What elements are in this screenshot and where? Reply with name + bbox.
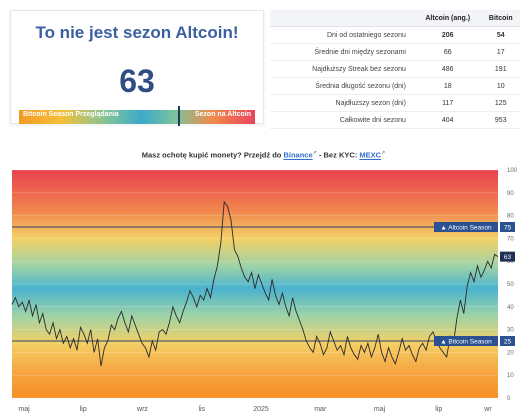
gauge-marker <box>178 106 180 126</box>
gridlines <box>12 169 498 399</box>
x-tick-label: maj <box>18 406 30 413</box>
row-label: Najdłuższy Streak bez sezonu <box>270 60 414 78</box>
stats-header-bitcoin: Bitcoin <box>481 10 520 27</box>
x-tick-label: wr <box>483 406 492 413</box>
season-gauge: Bitcoin Season Przeglądania Sezon na Alt… <box>19 106 255 126</box>
x-tick-label: lip <box>435 406 442 413</box>
x-tick-label: mar <box>314 406 327 413</box>
x-tick-label: 2025 <box>253 406 269 413</box>
altcoin-index-value: 63 <box>119 63 155 99</box>
season-stats-table: Altcoin (ang.) Bitcoin Dni od ostatniego… <box>270 10 520 129</box>
row-label: Dni od ostatniego sezonu <box>270 26 414 44</box>
promo-prefix: Masz ochotę kupić monety? Przejdź do <box>141 150 282 160</box>
reference-value-box <box>500 222 515 232</box>
x-tick-label: lis <box>198 406 205 413</box>
row-label: Średnie dni między sezonami <box>270 43 414 61</box>
table-row: Najdłuższy Streak bez sezonu 486 191 <box>270 60 520 78</box>
y-tick-label: 20 <box>507 350 514 356</box>
altcoin-value: 66 <box>413 43 482 61</box>
y-axis-ticks: 0 10 20 30 40 50 60 70 80 90 100 <box>507 168 518 402</box>
reference-lines <box>12 226 498 342</box>
bitcoin-value: 17 <box>481 43 520 61</box>
promo-line: Masz ochotę kupić monety? Przejdź do Bin… <box>0 150 527 160</box>
bitcoin-value: 191 <box>481 60 520 78</box>
y-tick-label: 70 <box>507 236 514 242</box>
reference-value-box <box>500 336 515 346</box>
altcoin-value: 206 <box>413 26 482 44</box>
stats-header-row: Altcoin (ang.) Bitcoin <box>270 10 520 27</box>
row-label: Średnia długość sezonu (dni) <box>270 77 414 95</box>
stats-header-blank <box>270 10 414 27</box>
season-status-title: To nie jest sezon Altcoin! <box>35 23 239 42</box>
y-tick-label: 10 <box>507 373 514 379</box>
reference-label: ▲ Altcoin Season <box>440 225 492 232</box>
altcoin-value: 404 <box>413 111 482 129</box>
gauge-right-label: Sezon na Altcoin <box>194 111 251 118</box>
gauge-left-label: Bitcoin Season Przeglądania <box>23 111 119 118</box>
binance-link[interactable]: Binance <box>283 150 313 160</box>
x-tick-label: wrz <box>136 406 148 413</box>
y-tick-label: 90 <box>507 191 514 197</box>
x-axis-ticks: maj lip wrz lis 2025 mar maj lip wr <box>18 406 492 413</box>
reference-label-box <box>434 336 498 346</box>
x-tick-label: maj <box>374 406 386 413</box>
mexc-link[interactable]: MEXC <box>359 150 382 160</box>
bitcoin-value: 10 <box>481 77 520 95</box>
bitcoin-value: 125 <box>481 94 520 112</box>
row-label: Najdłuższy sezon (dni) <box>270 94 414 112</box>
y-tick-label: 40 <box>507 305 514 311</box>
altcoin-value: 18 <box>413 77 482 95</box>
external-link-icon: ↗ <box>312 150 317 156</box>
reference-value: 25 <box>504 339 512 346</box>
table-row: Całkowite dni sezonu 404 953 <box>270 111 520 129</box>
current-value-box <box>500 251 515 262</box>
altcoin-value: 117 <box>413 94 482 112</box>
promo-middle: - Bez KYC: <box>318 150 358 160</box>
current-value-label: 63 <box>504 254 512 261</box>
bitcoin-value: 54 <box>481 26 520 44</box>
stats-header-altcoin: Altcoin (ang.) <box>413 10 482 27</box>
y-tick-label: 0 <box>507 396 511 402</box>
altcoin-season-chart: ▲ Altcoin Season 75 ▲ Bitcoin Season 25 0 10… <box>11 168 518 413</box>
row-label: Całkowite dni sezonu <box>270 111 414 129</box>
reference-labels: ▲ Altcoin Season 75 ▲ Bitcoin Season 25 <box>434 222 515 346</box>
bitcoin-value: 953 <box>481 111 520 129</box>
table-row: Najdłuższy sezon (dni) 117 125 <box>270 94 520 112</box>
external-link-icon: ↗ <box>381 150 386 156</box>
y-tick-label: 30 <box>507 328 514 334</box>
current-value-tag: 63 <box>500 251 515 262</box>
reference-value: 75 <box>504 225 512 232</box>
reference-label: ▲ Bitcoin Season <box>440 339 492 346</box>
series-line <box>11 200 499 367</box>
y-tick-label: 100 <box>507 168 518 174</box>
x-tick-label: lip <box>80 406 87 413</box>
y-tick-label: 80 <box>507 214 514 220</box>
reference-label-box <box>434 222 498 232</box>
y-tick-label: 50 <box>507 282 514 288</box>
plot-background <box>12 170 498 398</box>
y-tick-label: 60 <box>507 259 514 265</box>
table-row: Średnia długość sezonu (dni) 18 10 <box>270 77 520 95</box>
altcoin-value: 486 <box>413 60 482 78</box>
table-row: Dni od ostatniego sezonu 206 54 <box>270 26 520 44</box>
table-row: Średnie dni między sezonami 66 17 <box>270 43 520 61</box>
altcoin-season-card: To nie jest sezon Altcoin! 63 Bitcoin Se… <box>10 10 264 126</box>
